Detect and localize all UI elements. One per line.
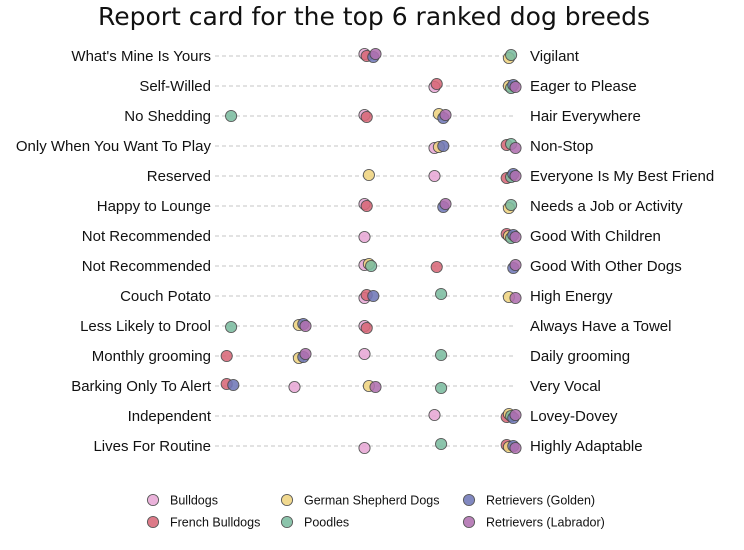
trait-left-label: Reserved (147, 168, 211, 185)
score-point (439, 197, 452, 211)
score-point (365, 259, 378, 273)
chart-title: Report card for the top 6 ranked dog bre… (98, 2, 650, 31)
legend-entry-label: Poodles (304, 516, 349, 530)
score-point (225, 109, 238, 123)
score-point (505, 48, 518, 62)
score-point (358, 347, 371, 361)
score-point (435, 348, 448, 362)
trait-right-label: Always Have a Towel (530, 318, 671, 335)
trait-right-label: Needs a Job or Activity (530, 198, 683, 215)
score-point (509, 80, 522, 94)
legend-entry-label: Retrievers (Labrador) (486, 516, 605, 530)
trait-left-label: Self-Willed (139, 78, 211, 95)
score-point (435, 287, 448, 301)
legend-swatch (462, 515, 476, 529)
score-point (509, 258, 522, 272)
score-point (430, 77, 443, 91)
score-point (509, 441, 522, 455)
score-point (509, 291, 522, 305)
trait-right-label: Lovey-Dovey (530, 408, 618, 425)
left-trait-labels: What's Mine Is Yours Self-Willed No Sheddi… (16, 48, 212, 455)
trait-right-label: Everyone Is My Best Friend (530, 168, 714, 185)
trait-left-label: Not Recommended (82, 258, 211, 275)
trait-left-label: Lives For Routine (93, 438, 211, 455)
legend-swatch (280, 515, 294, 529)
score-point (437, 139, 450, 153)
trait-left-label: Only When You Want To Play (16, 138, 212, 155)
score-point (509, 230, 522, 244)
trait-left-label: Monthly grooming (92, 348, 211, 365)
score-point (299, 319, 312, 333)
trait-left-label: What's Mine Is Yours (71, 48, 211, 65)
trait-right-label: Daily grooming (530, 348, 630, 365)
right-trait-labels: Vigilant Eager to Please Hair Everywhere No… (530, 48, 714, 455)
score-point (435, 437, 448, 451)
score-point (220, 349, 233, 363)
score-point (367, 289, 380, 303)
score-point (225, 320, 238, 334)
trait-left-label: Less Likely to Drool (80, 318, 211, 335)
trait-right-label: Vigilant (530, 48, 580, 65)
legend-entry-label: Retrievers (Golden) (486, 494, 595, 508)
score-point (358, 441, 371, 455)
trait-right-label: Hair Everywhere (530, 108, 641, 125)
score-point (509, 169, 522, 183)
trait-left-label: No Shedding (124, 108, 211, 125)
trait-left-label: Couch Potato (120, 288, 211, 305)
trait-left-label: Not Recommended (82, 228, 211, 245)
score-point (360, 110, 373, 124)
trait-right-label: High Energy (530, 288, 613, 305)
legend-entry-label: French Bulldogs (170, 516, 260, 530)
score-point (288, 380, 301, 394)
score-point (505, 198, 518, 212)
score-point (299, 347, 312, 361)
score-point (360, 199, 373, 213)
legend-swatch (146, 515, 160, 529)
score-point (509, 141, 522, 155)
score-point (227, 378, 240, 392)
legend-entry-label: German Shepherd Dogs (304, 494, 440, 508)
trait-right-label: Eager to Please (530, 78, 637, 95)
score-point (428, 408, 441, 422)
legend-swatch (146, 493, 160, 507)
legend-swatch (462, 493, 476, 507)
score-point (435, 381, 448, 395)
score-point (430, 260, 443, 274)
legend-swatch (280, 493, 294, 507)
score-point (369, 47, 382, 61)
score-point (360, 321, 373, 335)
trait-left-label: Barking Only To Alert (71, 378, 212, 395)
trait-right-label: Non-Stop (530, 138, 593, 155)
trait-right-label: Good With Other Dogs (530, 258, 682, 275)
trait-right-label: Good With Children (530, 228, 661, 245)
trait-left-label: Independent (128, 408, 212, 425)
score-point (428, 169, 441, 183)
score-point (509, 408, 522, 422)
score-point (369, 380, 382, 394)
trait-right-label: Very Vocal (530, 378, 601, 395)
legend-entry-label: Bulldogs (170, 494, 218, 508)
score-point (362, 168, 375, 182)
legend: Bulldogs French Bulldogs German Shepherd D… (146, 493, 605, 530)
breed-score-points (220, 47, 522, 455)
score-point (358, 230, 371, 244)
score-point (439, 108, 452, 122)
trait-right-label: Highly Adaptable (530, 438, 643, 455)
trait-left-label: Happy to Lounge (97, 198, 211, 215)
